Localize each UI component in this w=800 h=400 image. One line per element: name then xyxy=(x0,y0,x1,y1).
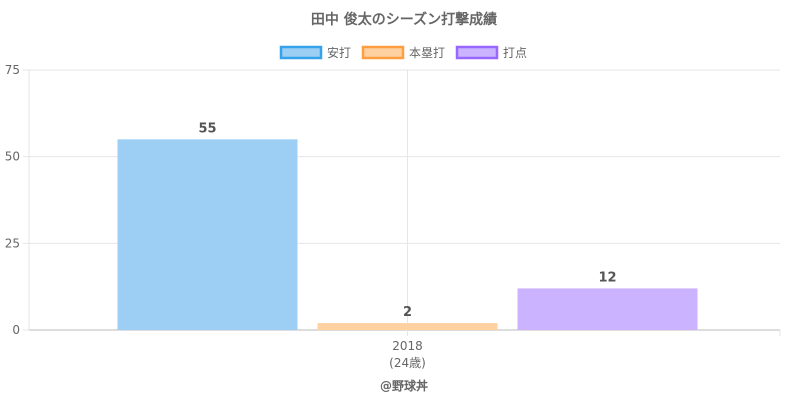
bar-3[interactable] xyxy=(517,288,698,330)
x-axis: 2018 (24歳) xyxy=(389,339,426,370)
legend-label-1[interactable]: 安打 xyxy=(327,45,351,60)
data-label: 12 xyxy=(598,270,616,285)
legend-label-2[interactable]: 本塁打 xyxy=(409,46,445,60)
x-tick-sublabel: (24歳) xyxy=(389,356,426,370)
footer-credit: @野球丼 xyxy=(380,378,428,393)
chart-title: 田中 俊太のシーズン打撃成績 xyxy=(311,11,497,28)
y-tick-label: 50 xyxy=(5,150,20,164)
bar-1[interactable] xyxy=(117,139,298,330)
y-tick-label: 75 xyxy=(5,63,20,77)
y-axis: 0 25 50 75 xyxy=(5,63,29,337)
legend-swatch-3[interactable] xyxy=(455,45,499,60)
legend-swatch-1[interactable] xyxy=(279,45,323,60)
bar-2[interactable] xyxy=(317,323,498,330)
legend: 安打 本塁打 打点 xyxy=(279,45,527,60)
legend-swatch-2[interactable] xyxy=(361,45,405,60)
data-label: 2 xyxy=(403,305,412,320)
bars xyxy=(117,139,698,330)
data-label: 55 xyxy=(198,121,216,136)
y-tick-label: 25 xyxy=(5,236,20,250)
data-labels: 55 2 12 xyxy=(198,121,616,320)
y-tick-label: 0 xyxy=(12,323,20,337)
legend-label-3[interactable]: 打点 xyxy=(503,46,527,60)
x-tick-label: 2018 xyxy=(392,339,423,353)
